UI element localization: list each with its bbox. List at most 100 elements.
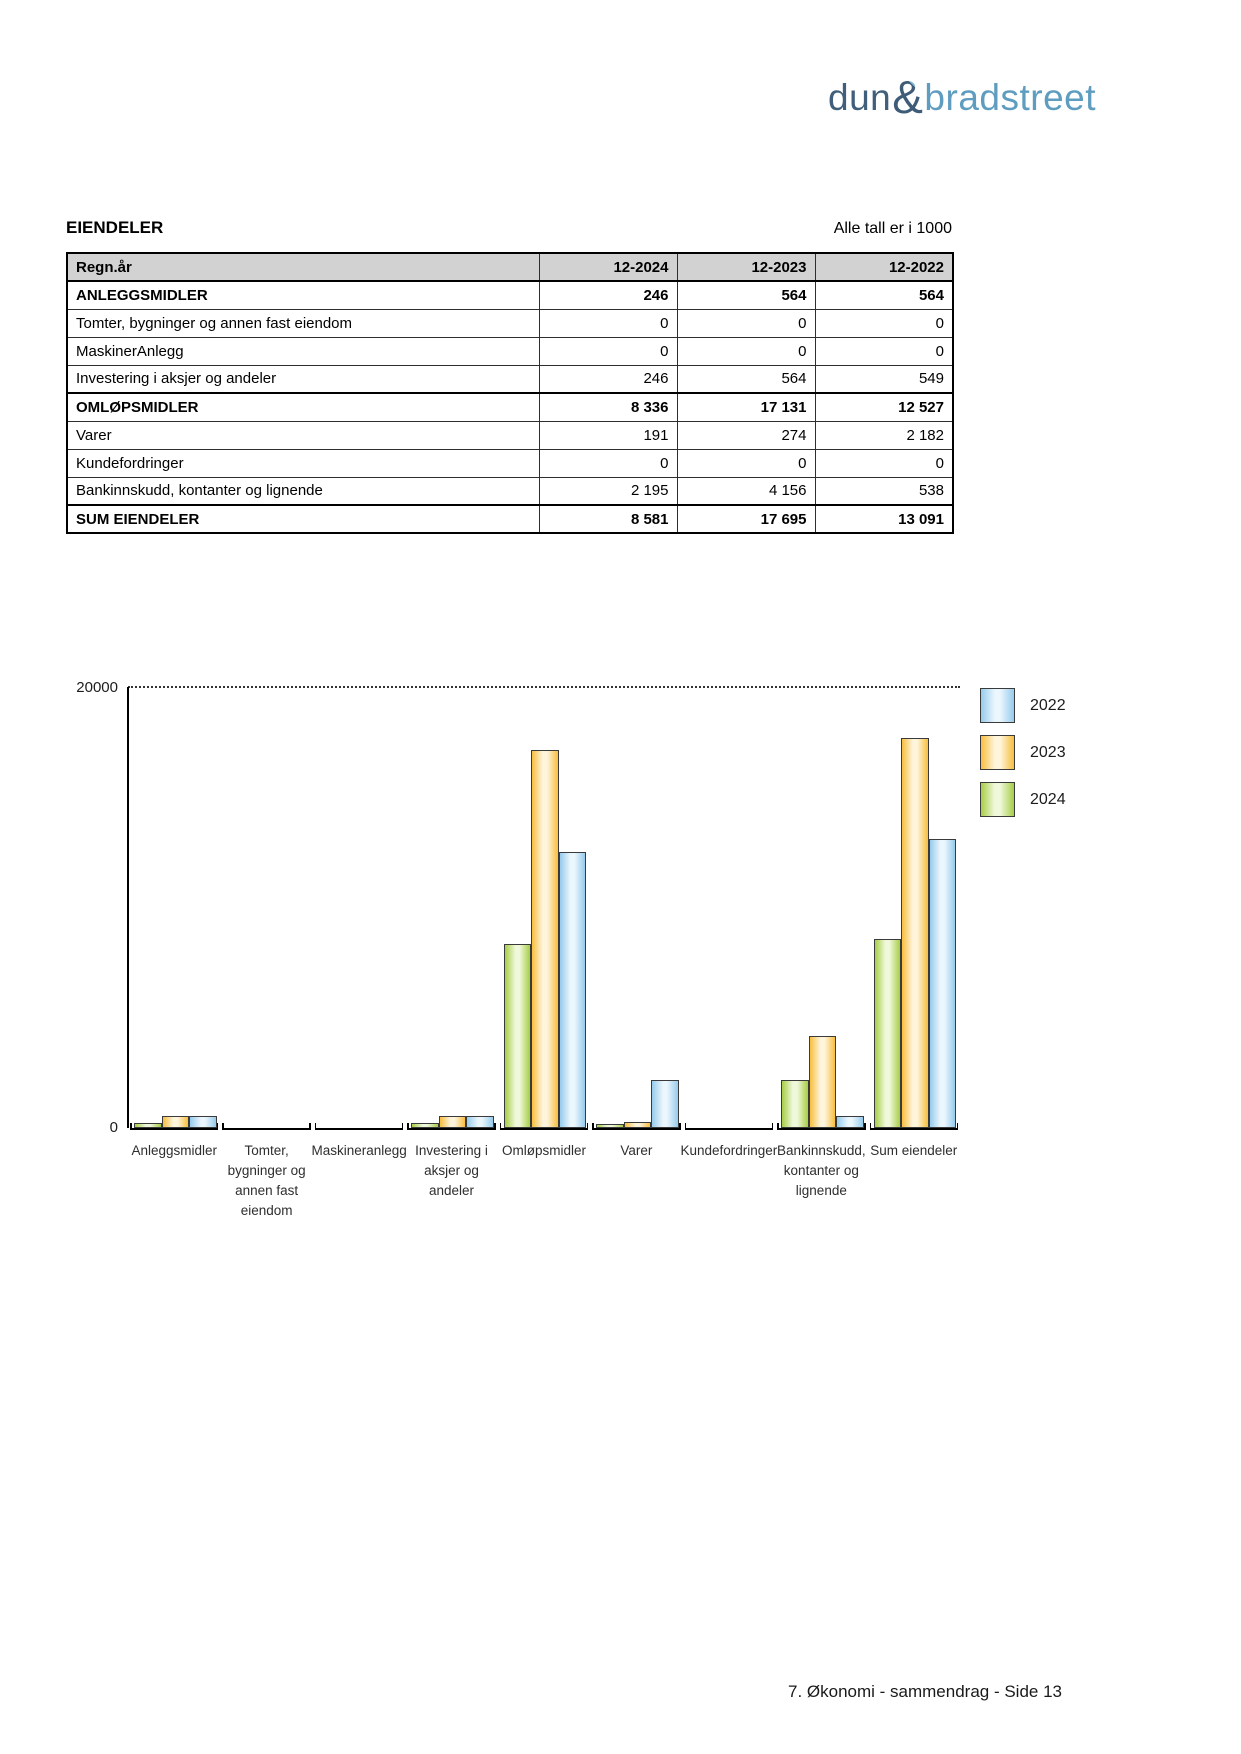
table-row: ANLEGGSMIDLER 246 564 564: [66, 280, 954, 310]
x-axis-category-label: Varer: [620, 1143, 653, 1158]
x-axis-segment: [499, 1128, 589, 1130]
logo-text-bradstreet: bradstreet: [924, 77, 1097, 118]
bar-2024: [596, 1124, 624, 1128]
row-value: 0: [538, 336, 678, 366]
row-label: Varer: [66, 420, 540, 450]
x-axis-category-label: Omløpsmidler: [501, 1143, 586, 1158]
bar-2023: [531, 750, 559, 1128]
x-axis-segment: [314, 1128, 404, 1130]
row-label: OMLØPSMIDLER: [66, 392, 540, 422]
legend-swatch-2023: [980, 735, 1015, 770]
x-axis-segment: [407, 1128, 496, 1130]
row-value: 0: [814, 336, 954, 366]
y-tick-label-20000: 20000: [76, 679, 118, 696]
legend-swatch-2022: [980, 688, 1015, 723]
table-row: SUM EIENDELER 8 581 17 695 13 091: [66, 504, 954, 534]
y-axis-line: [127, 687, 129, 1128]
x-axis-segment: [684, 1128, 774, 1130]
x-axis-tick: [956, 1123, 958, 1128]
x-axis-category-label: Bankinnskudd, kontanter og lignende: [777, 1143, 866, 1198]
section-heading-row: EIENDELER Alle tall er i 1000: [66, 218, 952, 238]
row-label: MaskinerAnlegg: [66, 336, 540, 366]
row-value: 564: [676, 364, 816, 394]
bar-2022: [836, 1116, 864, 1128]
row-value: 8 336: [538, 392, 678, 422]
bar-2024: [411, 1123, 439, 1128]
assets-table-header: Regn.år 12-2024 12-2023 12-2022: [66, 252, 954, 282]
x-axis-tick: [216, 1123, 219, 1128]
x-axis-category-label: Maskineranlegg: [311, 1143, 407, 1158]
row-value: 549: [814, 364, 954, 394]
row-value: 0: [676, 308, 816, 338]
row-value: 246: [538, 280, 678, 310]
x-axis-category-label: Anleggsmidler: [131, 1143, 217, 1158]
legend-label: 2024: [1030, 791, 1066, 808]
bar-2022: [558, 852, 587, 1128]
table-row: Varer 191 274 2 182: [66, 420, 954, 450]
row-value: 0: [814, 448, 954, 478]
x-axis-segment: [130, 1128, 219, 1130]
legend-label: 2023: [1030, 744, 1066, 761]
legend-label: 2022: [1030, 697, 1066, 714]
x-axis-tick: [864, 1123, 866, 1128]
bar-2022: [928, 839, 957, 1128]
x-axis-tick: [309, 1123, 311, 1128]
x-axis-tick: [494, 1123, 496, 1128]
table-row: Kundefordringer 0 0 0: [66, 448, 954, 478]
row-value: 8 581: [538, 504, 678, 534]
section-title: EIENDELER: [66, 218, 164, 237]
bar-2023: [438, 1116, 467, 1128]
row-value: 12 527: [814, 392, 954, 422]
x-axis-segment: [592, 1128, 681, 1130]
bar-2022: [466, 1116, 494, 1128]
row-value: 0: [676, 336, 816, 366]
x-axis-category-label: Kundefordringer: [680, 1143, 778, 1158]
row-value: 0: [676, 448, 816, 478]
units-note: Alle tall er i 1000: [833, 220, 952, 237]
gridline-20000: [128, 686, 960, 688]
column-header-label: Regn.år: [66, 252, 540, 282]
row-value: 564: [814, 280, 954, 310]
x-axis-segment: [222, 1128, 311, 1130]
x-axis-category-label: Sum eiendeler: [870, 1143, 958, 1158]
row-value: 564: [676, 280, 816, 310]
x-axis-category-label: Investering i aksjer og andeler: [415, 1143, 488, 1198]
row-value: 538: [814, 476, 954, 506]
row-value: 2 195: [538, 476, 678, 506]
row-label: SUM EIENDELER: [66, 504, 540, 534]
x-axis-tick: [684, 1123, 687, 1128]
legend-swatch-2024: [980, 782, 1015, 817]
row-value: 17 131: [676, 392, 816, 422]
x-axis-tick: [869, 1123, 872, 1128]
row-value: 246: [538, 364, 678, 394]
row-label: Bankinnskudd, kontanter og lignende: [66, 476, 540, 506]
row-value: 191: [538, 420, 678, 450]
column-header-year: 12-2023: [676, 252, 816, 282]
table-row: Bankinnskudd, kontanter og lignende 2 195…: [66, 476, 954, 506]
x-axis-tick: [222, 1123, 224, 1128]
table-row: Investering i aksjer og andeler 246 564 549: [66, 364, 954, 394]
x-axis-tick: [771, 1123, 774, 1128]
logo-ampersand-icon: &: [892, 71, 924, 123]
table-header-row: Regn.år 12-2024 12-2023 12-2022: [66, 252, 954, 282]
bar-2024: [134, 1123, 162, 1128]
row-label: Investering i aksjer og andeler: [66, 364, 540, 394]
row-label: Kundefordringer: [66, 448, 540, 478]
column-header-year: 12-2024: [538, 252, 678, 282]
bar-2023: [161, 1116, 189, 1128]
bar-2022: [651, 1080, 679, 1128]
row-value: 274: [676, 420, 816, 450]
row-value: 17 695: [676, 504, 816, 534]
assets-table-body: ANLEGGSMIDLER 246 564 564 Tomter, bygninger …: [66, 280, 954, 534]
x-axis-segment: [777, 1128, 866, 1130]
assets-table: Regn.år 12-2024 12-2023 12-2022 ANLEGGSMIDL…: [66, 252, 954, 534]
x-axis-tick: [130, 1123, 132, 1128]
bar-2023: [623, 1122, 652, 1128]
dun-bradstreet-logo: dun&bradstreet: [828, 70, 1096, 124]
row-label: ANLEGGSMIDLER: [66, 280, 540, 310]
bar-2022: [189, 1116, 217, 1128]
column-header-year: 12-2022: [814, 252, 954, 282]
row-value: 2 182: [814, 420, 954, 450]
x-axis-tick: [499, 1123, 502, 1128]
